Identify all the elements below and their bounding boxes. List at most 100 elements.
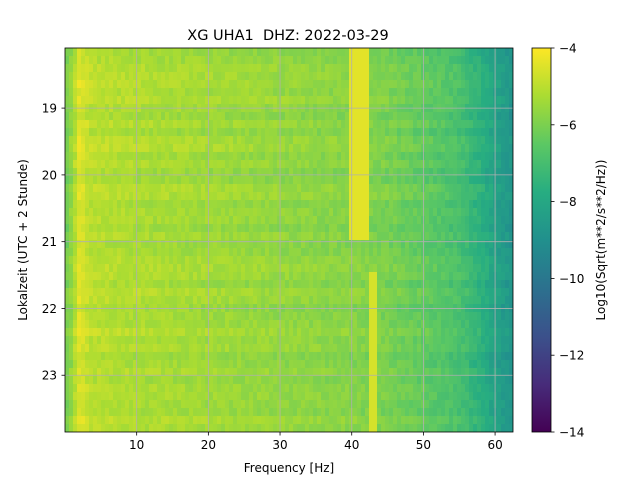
heatmap-cell [309, 152, 314, 161]
heatmap-cell [389, 232, 394, 241]
heatmap-cell [497, 128, 502, 137]
heatmap-cell [377, 72, 382, 81]
heatmap-cell [73, 136, 78, 145]
heatmap-cell [233, 56, 238, 65]
heatmap-cell [433, 144, 438, 153]
heatmap-cell [197, 272, 202, 281]
heatmap-cell [401, 352, 406, 361]
heatmap-cell [165, 176, 170, 185]
heatmap-cell [225, 112, 230, 121]
heatmap-cell [253, 72, 258, 81]
heatmap-cell [325, 288, 330, 297]
heatmap-cell [329, 344, 334, 353]
heatmap-cell [301, 72, 306, 81]
heatmap-cell [501, 80, 506, 89]
heatmap-cell [501, 360, 506, 369]
heatmap-cell [445, 360, 450, 369]
heatmap-cell [193, 376, 198, 385]
heatmap-cell [177, 224, 182, 233]
heatmap-cell [417, 240, 422, 249]
heatmap-cell [161, 384, 166, 393]
heatmap-cell [205, 72, 210, 81]
heatmap-cell [437, 320, 442, 329]
heatmap-cell [117, 232, 122, 241]
heatmap-cell [177, 400, 182, 409]
heatmap-cell [173, 360, 178, 369]
heatmap-cell [329, 208, 334, 217]
heatmap-cell [413, 248, 418, 257]
heatmap-cell [137, 88, 142, 97]
heatmap-cell [473, 344, 478, 353]
heatmap-cell [145, 384, 150, 393]
heatmap-cell [249, 184, 254, 193]
heatmap-cell [293, 320, 298, 329]
heatmap-cell [105, 248, 110, 257]
heatmap-cell [485, 128, 490, 137]
heatmap-cell [225, 96, 230, 105]
heatmap-cell [313, 120, 318, 129]
heatmap-cell [417, 64, 422, 73]
heatmap-cell [225, 400, 230, 409]
heatmap-cell [81, 368, 86, 377]
heatmap-cell [245, 56, 250, 65]
heatmap-cell [433, 136, 438, 145]
heatmap-cell [125, 376, 130, 385]
heatmap-cell [69, 400, 74, 409]
heatmap-cell [253, 200, 258, 209]
heatmap-cell [413, 328, 418, 337]
heatmap-cell [373, 80, 378, 89]
heatmap-cell [389, 392, 394, 401]
heatmap-cell [441, 144, 446, 153]
heatmap-cell [109, 288, 114, 297]
heatmap-cell [205, 200, 210, 209]
heatmap-cell [385, 248, 390, 257]
heatmap-cell [305, 56, 310, 65]
heatmap-cell [149, 368, 154, 377]
heatmap-cell [305, 128, 310, 137]
heatmap-cell [65, 184, 70, 193]
heatmap-cell [249, 120, 254, 129]
heatmap-cell [265, 312, 270, 321]
heatmap-cell [185, 208, 190, 217]
heatmap-cell [425, 360, 430, 369]
heatmap-cell [277, 368, 282, 377]
heatmap-cell [389, 208, 394, 217]
heatmap-cell [473, 224, 478, 233]
heatmap-cell [69, 224, 74, 233]
heatmap-cell [365, 392, 370, 401]
heatmap-cell [353, 184, 358, 193]
heatmap-cell [445, 384, 450, 393]
heatmap-cell [213, 264, 218, 273]
heatmap-cell [197, 128, 202, 137]
heatmap-cell [229, 232, 234, 241]
heatmap-cell [497, 112, 502, 121]
heatmap-cell [285, 144, 290, 153]
heatmap-cell [485, 224, 490, 233]
heatmap-cell [417, 392, 422, 401]
heatmap-cell [453, 128, 458, 137]
heatmap-cell [313, 112, 318, 121]
heatmap-cell [313, 176, 318, 185]
heatmap-cell [177, 392, 182, 401]
heatmap-cell [461, 64, 466, 73]
heatmap-cell [429, 264, 434, 273]
heatmap-cell [137, 384, 142, 393]
heatmap-cell [389, 200, 394, 209]
heatmap-cell [289, 384, 294, 393]
heatmap-cell [337, 264, 342, 273]
heatmap-cell [405, 184, 410, 193]
heatmap-cell [345, 376, 350, 385]
heatmap-cell [245, 112, 250, 121]
heatmap-cell [189, 392, 194, 401]
heatmap-cell [117, 88, 122, 97]
heatmap-cell [117, 144, 122, 153]
heatmap-cell [277, 384, 282, 393]
heatmap-cell [425, 112, 430, 121]
heatmap-cell [365, 80, 370, 89]
heatmap-cell [197, 208, 202, 217]
heatmap-cell [81, 136, 86, 145]
heatmap-cell [485, 176, 490, 185]
heatmap-cell [233, 272, 238, 281]
heatmap-cell [269, 360, 274, 369]
heatmap-cell [181, 96, 186, 105]
